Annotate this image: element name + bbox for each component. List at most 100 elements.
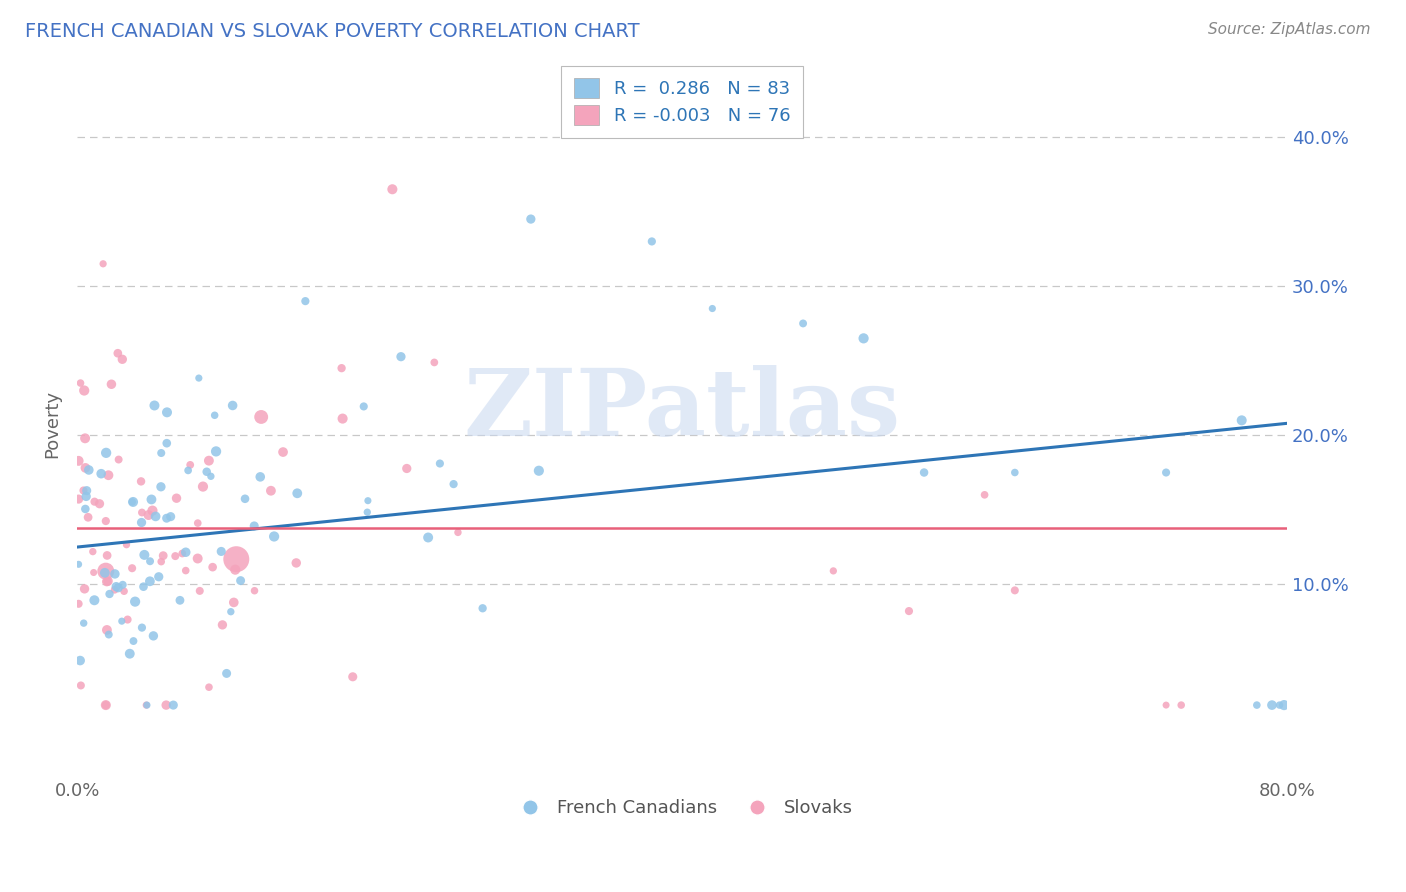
Point [330,361,353,376]
Point [148,570,170,584]
Point [105,580,128,594]
Point [179,458,201,472]
Point [96,549,118,563]
Point [111,614,134,628]
Point [423,355,446,369]
Point [1170,698,1192,712]
Point [198,680,221,694]
Point [131,506,153,520]
Point [139,554,162,568]
Point [172,547,194,561]
Point [443,477,465,491]
Point [285,556,308,570]
Point [263,529,285,543]
Point [111,352,134,367]
Y-axis label: Poverty: Poverty [44,390,60,458]
Point [98,587,121,601]
Point [94,698,117,712]
Point [205,444,228,458]
Point [389,350,412,364]
Point [285,486,308,500]
Point [381,182,404,196]
Point [271,445,294,459]
Point [96,623,118,637]
Point [155,698,177,712]
Point [198,453,221,467]
Point [162,698,184,712]
Point [115,538,138,552]
Point [229,574,252,588]
Point [96,574,118,589]
Point [100,377,122,392]
Point [124,594,146,608]
Point [72,483,94,498]
Point [357,493,380,508]
Point [131,621,153,635]
Point [224,563,246,577]
Point [67,492,90,507]
Point [1246,698,1268,712]
Point [77,510,100,524]
Point [142,629,165,643]
Point [89,497,111,511]
Point [447,525,470,540]
Point [249,470,271,484]
Point [187,371,209,385]
Point [243,519,266,533]
Point [97,468,120,483]
Point [1261,698,1284,712]
Point [792,317,814,331]
Point [294,294,316,309]
Point [1154,466,1177,480]
Point [702,301,724,316]
Point [107,452,129,467]
Point [141,492,163,507]
Point [204,409,226,423]
Point [233,491,256,506]
Point [1154,698,1177,712]
Point [75,490,97,504]
Point [83,566,105,580]
Point [211,618,233,632]
Point [131,516,153,530]
Point [97,627,120,641]
Point [429,457,451,471]
Point [852,331,875,345]
Point [356,505,378,519]
Point [177,463,200,477]
Point [104,582,127,597]
Point [132,580,155,594]
Point [150,555,173,569]
Point [94,564,117,578]
Point [77,463,100,477]
Point [897,604,920,618]
Point [117,613,139,627]
Point [82,544,104,558]
Point [83,593,105,607]
Point [823,564,845,578]
Point [97,574,120,588]
Point [75,431,97,445]
Point [107,346,129,360]
Point [342,670,364,684]
Point [73,616,96,631]
Point [159,509,181,524]
Point [166,491,188,506]
Point [353,400,375,414]
Point [225,552,247,566]
Point [221,399,243,413]
Point [143,399,166,413]
Point [73,384,96,398]
Point [395,461,418,475]
Legend: French Canadians, Slovaks: French Canadians, Slovaks [505,791,860,824]
Point [215,666,238,681]
Point [75,461,97,475]
Point [332,411,354,425]
Text: ZIPatlas: ZIPatlas [464,365,901,455]
Point [209,544,232,558]
Point [104,566,127,581]
Point [129,475,152,489]
Point [67,454,90,468]
Point [107,581,129,595]
Point [195,465,218,479]
